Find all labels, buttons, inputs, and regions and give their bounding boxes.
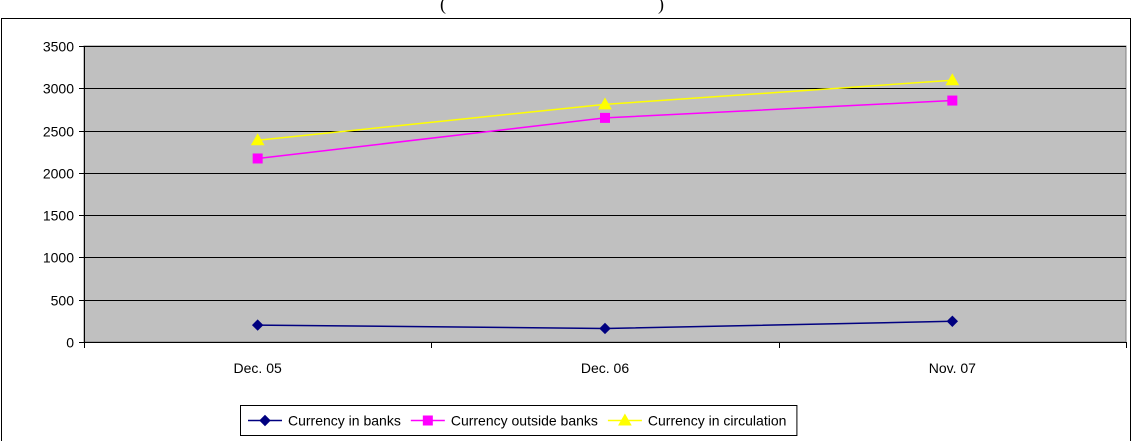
- legend-label: Currency in banks: [288, 413, 401, 429]
- square-marker: [422, 415, 433, 426]
- y-tick-label: 2500: [43, 124, 74, 140]
- square-marker: [600, 112, 610, 123]
- y-tick-label: 500: [51, 293, 75, 309]
- chart-title: (: [440, 0, 446, 15]
- legend-label: Currency in circulation: [648, 413, 787, 429]
- x-tick-label: Dec. 06: [581, 360, 629, 376]
- diamond-marker: [946, 315, 959, 327]
- square-marker: [252, 153, 263, 164]
- diamond-marker: [259, 414, 271, 427]
- triangle-marker: [598, 97, 612, 110]
- legend-item: Currency in banks: [248, 413, 401, 429]
- series-2: [250, 73, 960, 146]
- triangle-marker: [945, 73, 960, 86]
- series-layer: [250, 73, 960, 335]
- chart-title-right: ): [658, 0, 664, 15]
- y-tick-label: 0: [66, 335, 74, 351]
- y-tick-label: 3000: [43, 81, 74, 97]
- legend-label: Currency outside banks: [451, 413, 598, 429]
- legend-item: Currency outside banks: [410, 413, 598, 429]
- diamond-marker: [251, 319, 264, 331]
- legend: Currency in banks Currency outside banks C…: [240, 405, 798, 436]
- x-tick-label: Dec. 05: [234, 360, 282, 376]
- triangle-marker: [618, 413, 632, 426]
- series-1: [252, 95, 958, 164]
- legend-box: [240, 405, 798, 436]
- x-tick-label: Nov. 07: [929, 360, 976, 376]
- square-marker: [947, 95, 958, 106]
- legend-item: Currency in circulation: [607, 413, 787, 429]
- y-tick-label: 2000: [43, 166, 74, 182]
- y-tick-label: 1500: [43, 208, 74, 224]
- y-tick-label: 3500: [43, 39, 74, 55]
- y-tick-label: 1000: [43, 250, 74, 266]
- axis-layer: 0 500 1000 1500 2000 2500 3000 3500 Dec. 05 Dec. …: [43, 39, 1127, 376]
- series-0: [251, 315, 959, 335]
- diamond-marker: [599, 322, 611, 335]
- triangle-marker: [250, 133, 265, 146]
- plot-area: [83, 45, 1127, 343]
